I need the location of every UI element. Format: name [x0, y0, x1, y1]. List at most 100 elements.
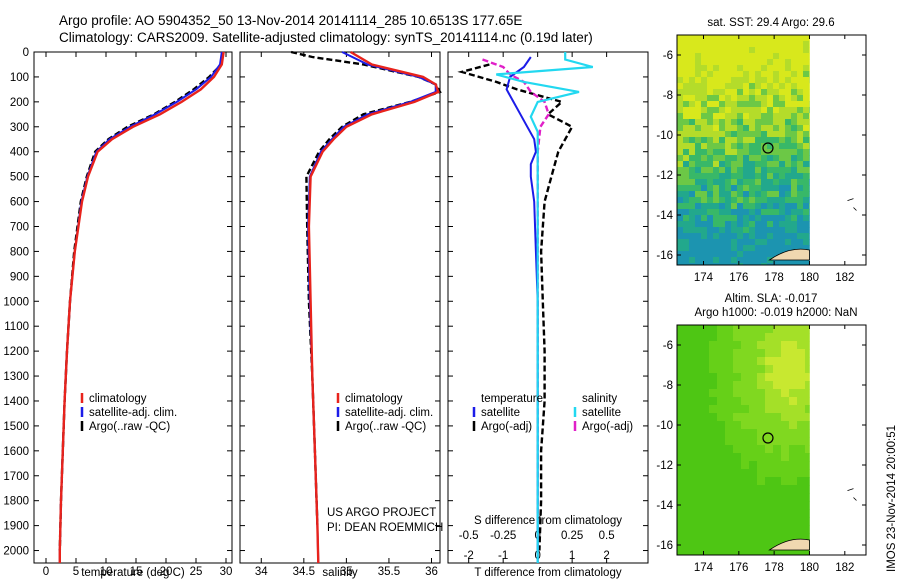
map-cell — [677, 429, 686, 438]
temperature-x-tick-label: 0 — [43, 566, 49, 578]
map-cell — [779, 167, 786, 174]
map-cell — [779, 119, 786, 126]
map-cell — [743, 65, 750, 72]
map-cell — [755, 161, 762, 168]
map-cell — [677, 185, 684, 192]
map-cell — [797, 357, 806, 366]
map-cell — [689, 257, 696, 264]
map-cell — [717, 461, 726, 470]
map-cell — [693, 349, 702, 358]
map-cell — [767, 161, 774, 168]
map-cell — [797, 71, 804, 78]
map-cell — [797, 493, 806, 502]
difference-x-tick-label: -1 — [498, 550, 508, 562]
map-cell — [683, 185, 690, 192]
depth-tick-label: 1200 — [3, 346, 29, 358]
depth-tick-label: 1500 — [3, 421, 29, 433]
map-cell — [717, 341, 726, 350]
map-cell — [685, 397, 694, 406]
map-cell — [725, 493, 734, 502]
map-cell — [717, 509, 726, 518]
map-cell — [779, 47, 786, 54]
map-cell — [755, 185, 762, 192]
temperature-line-argo — [58, 51, 224, 551]
map-cell — [709, 453, 718, 462]
map-cell — [695, 59, 702, 66]
map-cell — [717, 325, 726, 334]
map-cell — [773, 477, 782, 486]
map-cell — [805, 405, 810, 414]
map-cell — [761, 65, 768, 72]
map-cell — [767, 95, 774, 102]
figure-title-line2: Climatology: CARS2009. Satellite-adjuste… — [59, 30, 593, 45]
map-cell — [785, 59, 792, 66]
map-cell — [779, 143, 786, 150]
map-cell — [707, 71, 714, 78]
map-cell — [677, 413, 686, 422]
map-cell — [717, 517, 726, 526]
map-cell — [767, 125, 774, 132]
map-cell — [765, 501, 774, 510]
map-cell — [757, 509, 766, 518]
map-cell — [781, 461, 790, 470]
map-cell — [707, 155, 714, 162]
difference-line-t-argo — [457, 63, 574, 551]
map-cell — [701, 341, 710, 350]
sla-lat-label: -10 — [656, 420, 673, 432]
map-cell — [797, 167, 804, 174]
panels: 0100200300400500600700800900100011001200… — [3, 17, 867, 579]
map-cell — [701, 461, 710, 470]
map-cell — [685, 373, 694, 382]
map-cell — [701, 233, 708, 240]
map-cell — [785, 197, 792, 204]
map-cell — [689, 233, 696, 240]
map-cell — [773, 263, 780, 266]
sst-map-frame — [676, 34, 867, 266]
map-cell — [803, 71, 810, 78]
map-cell — [733, 421, 742, 430]
map-cell — [725, 421, 734, 430]
map-cell — [713, 233, 720, 240]
map-cell — [791, 155, 798, 162]
map-cell — [765, 365, 774, 374]
map-cell — [785, 155, 792, 162]
map-cell — [749, 185, 756, 192]
map-cell — [693, 493, 702, 502]
map-cell — [677, 257, 684, 264]
map-cell — [695, 35, 702, 42]
map-cell — [737, 131, 744, 138]
map-cell — [755, 227, 762, 234]
map-cell — [749, 155, 756, 162]
map-cell — [709, 525, 718, 534]
map-cell — [693, 453, 702, 462]
map-cell — [773, 245, 780, 252]
map-cell — [701, 549, 710, 556]
map-cell — [683, 209, 690, 216]
map-cell — [689, 131, 696, 138]
map-cell — [767, 233, 774, 240]
map-cell — [693, 357, 702, 366]
map-cell — [767, 143, 774, 150]
map-cell — [743, 215, 750, 222]
map-cell — [707, 59, 714, 66]
map-cell — [725, 341, 734, 350]
map-cell — [719, 263, 726, 266]
map-cell — [779, 71, 786, 78]
map-cell — [779, 113, 786, 120]
map-cell — [761, 233, 768, 240]
map-cell — [701, 185, 708, 192]
map-cell — [767, 239, 774, 246]
map-cell — [749, 137, 756, 144]
map-cell — [677, 65, 684, 72]
map-cell — [773, 413, 782, 422]
map-cell — [717, 501, 726, 510]
map-cell — [749, 161, 756, 168]
map-cell — [725, 161, 732, 168]
map-cell — [767, 101, 774, 108]
map-cell — [737, 89, 744, 96]
map-cell — [689, 77, 696, 84]
map-cell — [683, 161, 690, 168]
map-cell — [797, 59, 804, 66]
map-cell — [805, 381, 810, 390]
map-cell — [689, 149, 696, 156]
